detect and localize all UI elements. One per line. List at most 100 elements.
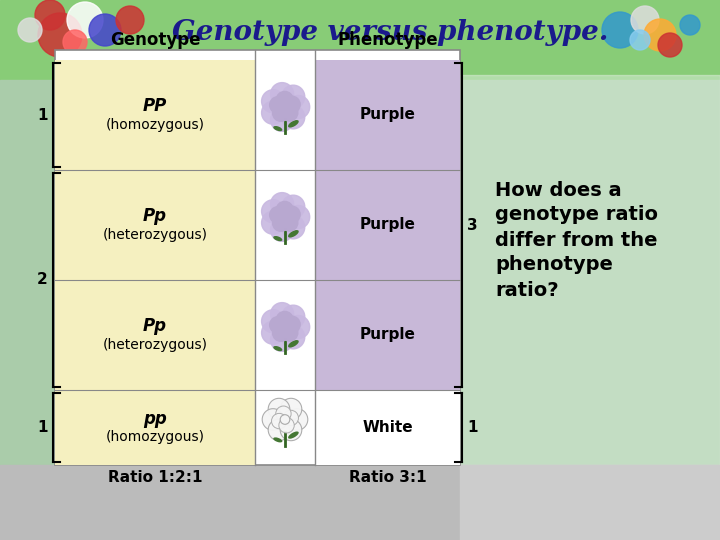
Circle shape [287, 96, 310, 118]
Circle shape [270, 316, 287, 333]
Circle shape [281, 325, 298, 341]
Circle shape [284, 316, 300, 333]
Circle shape [279, 417, 294, 433]
Circle shape [287, 315, 310, 339]
Text: Pp: Pp [143, 317, 167, 335]
Circle shape [287, 409, 308, 430]
Circle shape [644, 19, 676, 51]
Circle shape [282, 326, 305, 349]
Circle shape [271, 302, 294, 326]
Bar [55, 60, 255, 170]
Text: Ratio 1:2:1: Ratio 1:2:1 [108, 470, 202, 485]
Circle shape [281, 214, 298, 231]
Circle shape [280, 419, 302, 441]
Circle shape [270, 207, 287, 224]
Bar [460, 75, 720, 465]
Bar [55, 50, 460, 465]
Text: Ratio 3:1: Ratio 3:1 [348, 470, 426, 485]
Circle shape [18, 18, 42, 42]
Ellipse shape [273, 126, 282, 131]
Circle shape [276, 201, 293, 218]
Circle shape [271, 193, 294, 215]
Circle shape [280, 415, 289, 424]
Circle shape [270, 97, 287, 113]
Bar [55, 170, 255, 280]
Circle shape [283, 410, 299, 426]
Text: (homozygous): (homozygous) [106, 118, 204, 132]
Ellipse shape [288, 120, 299, 127]
Text: How does a
genotype ratio
differ from the
phenotype
ratio?: How does a genotype ratio differ from th… [495, 180, 658, 300]
Circle shape [284, 96, 300, 113]
Circle shape [271, 328, 294, 352]
Circle shape [273, 105, 289, 122]
Circle shape [282, 305, 305, 328]
Ellipse shape [288, 230, 299, 238]
Circle shape [261, 200, 284, 223]
Circle shape [271, 414, 287, 429]
Text: White: White [362, 420, 413, 435]
Circle shape [271, 83, 294, 106]
Bar [315, 280, 460, 390]
Text: Genotype: Genotype [109, 31, 200, 49]
Text: (heterozygous): (heterozygous) [102, 338, 207, 352]
Circle shape [284, 206, 300, 223]
Circle shape [63, 30, 87, 54]
Circle shape [262, 409, 284, 430]
Text: Pp: Pp [143, 207, 167, 225]
Bar [315, 390, 460, 465]
Circle shape [35, 0, 65, 30]
Bar [315, 60, 460, 170]
Text: 1: 1 [37, 107, 48, 123]
Circle shape [602, 12, 638, 48]
Circle shape [271, 218, 294, 241]
Circle shape [631, 6, 659, 34]
Circle shape [276, 312, 293, 328]
Bar [55, 280, 255, 390]
Circle shape [282, 216, 305, 239]
Circle shape [658, 33, 682, 57]
Circle shape [261, 101, 284, 124]
Circle shape [287, 206, 310, 228]
Circle shape [116, 6, 144, 34]
Text: (heterozygous): (heterozygous) [102, 228, 207, 242]
Text: 1: 1 [37, 420, 48, 435]
Circle shape [268, 419, 289, 441]
Text: Phenotype: Phenotype [337, 31, 438, 49]
Bar [55, 390, 255, 465]
Text: Purple: Purple [359, 327, 415, 342]
Bar [0, 0, 720, 80]
Circle shape [261, 211, 284, 234]
Text: Purple: Purple [359, 218, 415, 233]
Circle shape [276, 406, 291, 421]
Circle shape [282, 85, 305, 108]
Text: Purple: Purple [359, 107, 415, 123]
Text: 3: 3 [467, 218, 477, 233]
Bar [0, 80, 720, 540]
Circle shape [38, 13, 82, 57]
Bar [460, 465, 720, 540]
Circle shape [268, 399, 289, 420]
Circle shape [273, 325, 289, 341]
Circle shape [261, 310, 284, 333]
Circle shape [271, 109, 294, 131]
Text: 1: 1 [467, 420, 477, 435]
Ellipse shape [273, 236, 282, 241]
Text: pp: pp [143, 409, 167, 428]
Circle shape [276, 91, 293, 108]
Circle shape [630, 30, 650, 50]
Ellipse shape [288, 431, 299, 438]
Ellipse shape [273, 437, 282, 442]
Circle shape [280, 212, 290, 222]
Circle shape [280, 102, 290, 112]
Circle shape [282, 195, 305, 218]
Circle shape [282, 106, 305, 129]
Circle shape [281, 104, 298, 121]
Bar [0, 465, 720, 540]
Circle shape [280, 322, 290, 332]
Circle shape [67, 2, 103, 38]
Circle shape [89, 14, 121, 46]
Ellipse shape [288, 340, 299, 348]
Ellipse shape [273, 346, 282, 351]
Circle shape [280, 399, 302, 420]
Circle shape [261, 321, 284, 344]
